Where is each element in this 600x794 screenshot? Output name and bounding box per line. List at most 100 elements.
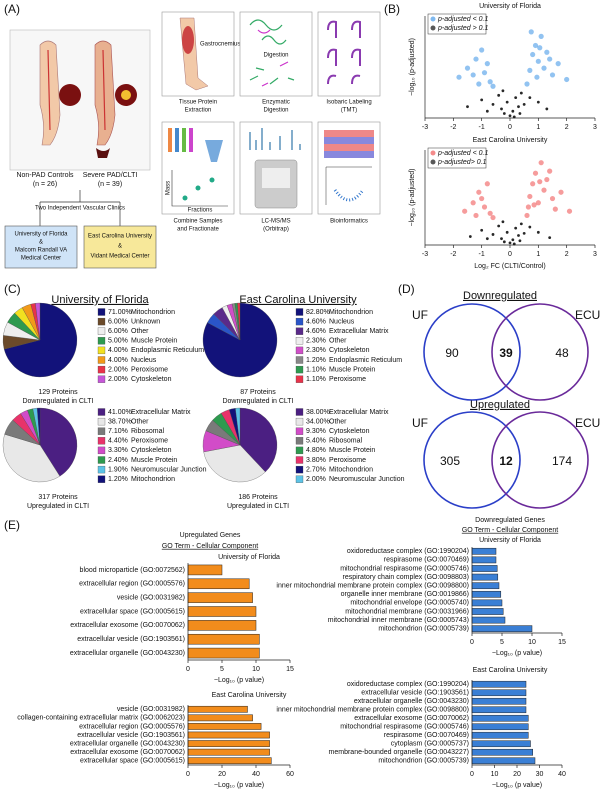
legend-swatch [295, 417, 304, 426]
legend-label: p-adjusted> 0.1 [437, 159, 487, 166]
bar [471, 565, 498, 572]
axis-icon [171, 170, 228, 207]
x-tick-label: 0 [508, 251, 512, 258]
x-tick-label: 1 [536, 251, 540, 258]
point [517, 234, 520, 237]
legend-value: 41.00% [108, 409, 132, 416]
pie-slice [203, 444, 266, 483]
legend-value: 38.70% [108, 418, 132, 425]
legend-swatch [97, 427, 106, 435]
x-tick-label: 20 [218, 771, 226, 778]
legend-swatch [97, 475, 106, 483]
legend-swatch [295, 427, 304, 435]
legend-label: Mitochondrion [329, 466, 373, 473]
x-tick-label: -3 [422, 251, 428, 258]
legend-label: Mitochondrion [131, 476, 175, 483]
x-axis-label: −Log₁₀ (p value) [214, 677, 264, 684]
point [481, 204, 488, 210]
legend-swatch [97, 356, 106, 364]
point [511, 238, 515, 242]
pie-caption: Upregulated in CLTI [27, 503, 89, 510]
bar [187, 731, 270, 739]
venn-title: Downregulated [463, 290, 537, 302]
tile-label: Digestion [263, 53, 288, 59]
pie-slice [3, 302, 78, 378]
group-header: Upregulated Genes [180, 532, 241, 539]
legend-label: Extracellular Matrix [131, 409, 191, 416]
x-tick-label: 0 [470, 639, 474, 646]
x-tick-label: 1 [536, 124, 540, 131]
pie-caption: Downregulated in CLTI [22, 398, 93, 405]
point [470, 72, 476, 78]
legend-label: Ribosomal [329, 438, 363, 445]
legend-value: 38.00% [306, 409, 330, 416]
legend-value: 1.10% [306, 366, 326, 373]
point [549, 72, 556, 78]
workflow-tile [161, 121, 235, 215]
category-label: extracellular exosome (GO:0070062) [70, 749, 185, 756]
point [524, 81, 530, 87]
point [473, 56, 479, 62]
legend-swatch [295, 408, 304, 416]
venn-circle [423, 411, 521, 509]
bar [471, 723, 529, 731]
point [464, 65, 471, 71]
point [527, 67, 533, 73]
step-label: Enzymatic [262, 100, 290, 106]
group-n: (n = 26) [33, 181, 57, 188]
point [473, 212, 479, 219]
leg-icon [39, 40, 61, 146]
legend-label: Muscle Protein [329, 447, 375, 454]
legend-swatch [295, 437, 304, 445]
category-label: inner mitochondrial membrane protein com… [276, 707, 469, 714]
point [531, 202, 537, 208]
legend-swatch [97, 456, 106, 464]
point [519, 91, 523, 95]
tube-icon [182, 128, 186, 152]
legend-value: 4.60% [306, 318, 326, 325]
legend-label: Muscle Protein [131, 338, 177, 345]
bar [187, 620, 257, 631]
category-label: extracellular space (GO:0005615) [80, 608, 185, 615]
legend-label: Other [329, 418, 347, 425]
point [514, 96, 518, 99]
category-label: extracellular organelle (GO:0043230) [70, 650, 185, 657]
venn-set-label: UF [412, 416, 428, 430]
point [532, 42, 539, 49]
step-label: and Fractionate [177, 227, 219, 233]
point [541, 187, 547, 193]
legend-value: 2.00% [108, 366, 128, 373]
legend-swatch [97, 465, 106, 474]
group-header: Downregulated Genes [475, 517, 545, 524]
point [514, 226, 518, 230]
venn-count: 305 [440, 454, 460, 468]
x-tick-label: 0 [470, 771, 474, 778]
step-label: Bioinformatics [330, 219, 368, 225]
point [490, 214, 496, 221]
bar [471, 731, 529, 739]
point [491, 233, 495, 236]
peptide-icon [257, 29, 289, 87]
venn-title: Upregulated [470, 399, 530, 411]
muscle-icon [182, 26, 194, 54]
legend-swatch [97, 408, 106, 416]
point [528, 29, 534, 35]
group-header: GO Term - Cellular Component [462, 527, 558, 534]
protein-icon [249, 19, 295, 85]
legend-swatch [97, 317, 106, 326]
point [479, 195, 485, 202]
x-tick-label: 2 [565, 251, 569, 258]
x-tick-label: 15 [558, 639, 566, 646]
bar [187, 592, 253, 603]
x-tick-label: 40 [558, 771, 566, 778]
category-label: mitochondrion (GO:0005739) [378, 626, 469, 633]
heatmap-icon [324, 137, 374, 144]
site-label: & [118, 244, 122, 250]
bar [471, 556, 497, 564]
point [487, 79, 493, 85]
legend-value: 1.10% [306, 376, 326, 383]
bar [471, 740, 531, 748]
pie-caption: Downregulated in CLTI [222, 398, 293, 405]
bar [471, 748, 533, 756]
